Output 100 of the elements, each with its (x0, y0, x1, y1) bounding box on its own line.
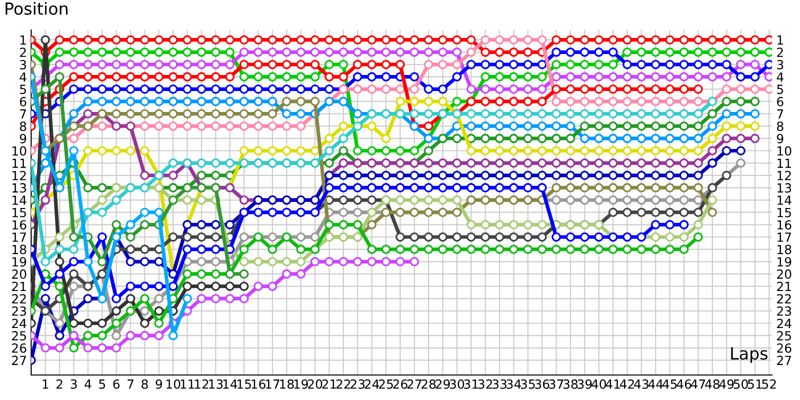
x-tick-label: 22 (336, 379, 350, 389)
y-tick-label: 15 (12, 208, 26, 218)
x-tick-label: 17 (266, 380, 280, 389)
x-tick-label: 4 (84, 380, 92, 389)
y2-tick-label: 9 (776, 134, 784, 144)
y-tick-label: 16 (12, 220, 26, 230)
y-axis-title: Position (6, 2, 68, 15)
y-tick-label: 1 (20, 35, 26, 45)
y-tick-label: 4 (20, 72, 26, 82)
x-tick-label: 25 (378, 379, 393, 389)
x-tick-label: 49 (719, 379, 734, 389)
y2-tick-label: 25 (777, 331, 791, 340)
x-tick-label: 9 (156, 379, 162, 389)
y-tick-label: 23 (12, 306, 26, 316)
y-tick-label: 12 (12, 170, 26, 180)
y2-tick-label: 7 (777, 109, 784, 119)
x-tick-label: 20 (308, 379, 322, 389)
x-tick-label: 8 (142, 379, 148, 389)
x-tick-label: 40 (592, 379, 606, 389)
x-tick-label: 47 (690, 380, 706, 389)
y2-tick-label: 27 (777, 356, 792, 365)
x-tick-label: 19 (294, 379, 308, 389)
y-tick-label: 19 (12, 257, 26, 267)
x-tick-label: 12 (194, 379, 208, 389)
x-tick-label: 2 (56, 379, 62, 389)
y2-tick-label: 26 (777, 343, 792, 353)
x-tick-label: 42 (620, 379, 634, 389)
x-tick-label: 18 (280, 379, 294, 389)
x-tick-label: 45 (662, 380, 677, 389)
x-tick-label: 31 (464, 379, 478, 389)
y-tick-label: 17 (12, 232, 26, 242)
y2-tick-label: 1 (778, 35, 783, 45)
x-tick-label: 32 (478, 379, 492, 389)
y2-tick-label: 19 (778, 257, 792, 267)
y2-tick-label: 23 (777, 306, 792, 316)
y2-tick-label: 21 (777, 282, 791, 292)
y-tick-label: 18 (12, 244, 26, 254)
y-tick-label: 22 (12, 294, 26, 304)
y2-tick-label: 16 (778, 220, 792, 230)
x-tick-label: 46 (676, 379, 692, 389)
x-tick-label: 24 (364, 379, 380, 389)
y2-tick-label: 12 (778, 170, 791, 180)
x-tick-label: 50 (734, 379, 748, 389)
x-tick-label: 6 (113, 379, 120, 389)
y2-tick-label: 24 (777, 318, 792, 328)
x-axis-title: Laps (731, 347, 768, 363)
y2-tick-label: 8 (777, 122, 784, 132)
x-tick-label: 52 (762, 379, 776, 389)
x-tick-label: 30 (450, 379, 464, 389)
y-tick-label: 8 (20, 122, 26, 132)
y-tick-label: 5 (20, 84, 26, 94)
y-tick-label: 13 (12, 183, 26, 193)
y2-tick-label: 4 (776, 72, 784, 82)
x-tick-label: 36 (535, 379, 550, 389)
x-tick-label: 27 (407, 379, 422, 389)
y-tick-label: 11 (12, 158, 26, 168)
x-tick-label: 11 (180, 380, 194, 389)
x-tick-label: 16 (252, 379, 266, 389)
x-tick-label: 5 (99, 380, 106, 389)
y2-tick-label: 13 (778, 183, 792, 193)
x-tick-label: 41 (606, 380, 620, 389)
y-tick-label: 9 (20, 134, 26, 144)
x-tick-label: 10 (166, 379, 180, 389)
y-tick-label: 10 (12, 146, 26, 156)
x-tick-label: 39 (578, 379, 592, 389)
x-tick-label: 38 (563, 379, 578, 389)
x-tick-label: 44 (648, 380, 663, 389)
y2-tick-label: 2 (777, 48, 783, 57)
y-tick-label: 27 (12, 356, 26, 365)
y-tick-label: 3 (20, 60, 26, 70)
y2-tick-label: 11 (778, 158, 791, 168)
y2-tick-label: 20 (777, 269, 792, 279)
y-tick-label: 25 (12, 331, 26, 340)
x-tick-label: 29 (436, 379, 450, 389)
x-tick-label: 51 (748, 380, 762, 389)
y-tick-label: 2 (20, 48, 26, 57)
y-tick-label: 26 (12, 343, 26, 353)
x-tick-label: 35 (520, 379, 535, 389)
y-tick-label: 6 (20, 96, 26, 106)
y-tick-label: 21 (12, 282, 26, 292)
y-tick-label: 14 (12, 196, 26, 205)
y2-tick-label: 5 (777, 84, 784, 94)
y2-tick-label: 14 (778, 196, 792, 205)
y-tick-label: 7 (20, 109, 26, 119)
x-tick-label: 33 (492, 379, 506, 389)
x-tick-label: 43 (634, 379, 648, 389)
y2-tick-label: 22 (777, 294, 791, 304)
x-tick-label: 26 (393, 379, 408, 389)
x-tick-label: 1 (42, 380, 48, 389)
y2-tick-label: 17 (778, 232, 792, 242)
x-tick-label: 14 (223, 380, 238, 389)
y-tick-label: 24 (12, 318, 26, 328)
x-tick-label: 37 (549, 379, 564, 389)
x-tick-label: 34 (506, 379, 521, 389)
x-tick-label: 48 (705, 379, 720, 389)
y2-tick-label: 15 (778, 208, 791, 218)
x-tick-label: 23 (350, 379, 365, 389)
y2-tick-label: 6 (777, 96, 784, 106)
y-tick-label: 20 (12, 269, 26, 279)
x-tick-label: 3 (70, 379, 77, 389)
